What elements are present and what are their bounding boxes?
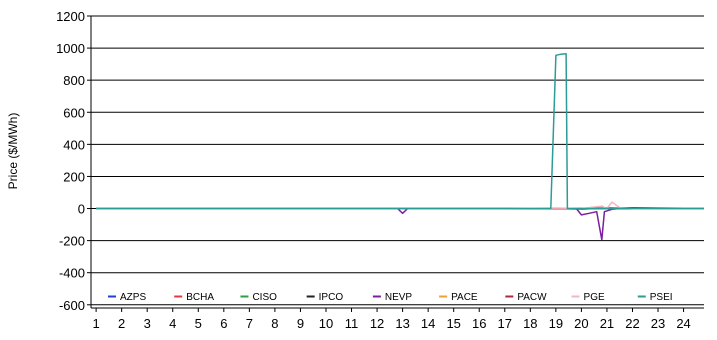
x-tick-label: 7	[246, 316, 253, 331]
gridlines	[91, 15, 704, 306]
x-tick-label: 2	[118, 316, 125, 331]
series-line-psei	[96, 52, 704, 210]
x-tick-label: 21	[600, 316, 614, 331]
x-tick-label: 15	[446, 316, 460, 331]
series-line-nevp	[96, 207, 704, 241]
x-tick-label: 9	[297, 316, 304, 331]
x-tick-label: 5	[195, 316, 202, 331]
x-tick-label: 14	[421, 316, 435, 331]
x-tick-label: 10	[319, 316, 333, 331]
x-tick-label: 4	[169, 316, 176, 331]
legend-label-pge: PGE	[584, 292, 605, 303]
legend-label-bcha: BCHA	[186, 292, 214, 303]
y-tick-label: -400	[59, 266, 85, 281]
x-tick-label: 3	[144, 316, 151, 331]
x-tick-label: 12	[370, 316, 384, 331]
legend-label-ipco: IPCO	[319, 292, 344, 303]
x-tick-label: 18	[523, 316, 537, 331]
legend-label-psei: PSEI	[650, 292, 673, 303]
x-tick-label: 11	[345, 316, 359, 331]
legend-label-nevp: NEVP	[385, 292, 413, 303]
x-tick-label: 13	[395, 316, 409, 331]
x-tick-labels: 1 2 3 4 5 6 7 8 9 10 11 12 13 14 15 16 17 18 19 20 21 22 23 24	[92, 316, 690, 331]
series-lines	[96, 52, 704, 241]
x-tick-label: 6	[220, 316, 227, 331]
legend: AZPS BCHA CISO IPCO NEVP PACE PACW PGE PSEI	[104, 289, 700, 304]
x-tick-label: 22	[625, 316, 639, 331]
y-tick-label: -200	[59, 234, 85, 249]
y-tick-label: -600	[59, 298, 85, 313]
y-axis-title: Price ($/MWh)	[6, 113, 20, 190]
y-tick-label: 1000	[56, 41, 85, 56]
legend-label-pace: PACE	[451, 292, 478, 303]
y-tick-label: 600	[63, 105, 85, 120]
legend-label-ciso: CISO	[252, 292, 277, 303]
y-tick-label: 800	[63, 73, 85, 88]
y-tick-labels: -600 -400 -200 0 200 400 600 800 1000 1200	[56, 9, 85, 313]
legend-label-pacw: PACW	[517, 292, 547, 303]
x-tick-label: 24	[676, 316, 690, 331]
legend-label-azps: AZPS	[120, 292, 146, 303]
x-tick-label: 23	[651, 316, 665, 331]
x-tick-label: 8	[271, 316, 278, 331]
legend-box	[104, 289, 700, 304]
y-tick-label: 1200	[56, 9, 85, 24]
x-tick-label: 19	[549, 316, 563, 331]
x-tick-label: 16	[472, 316, 486, 331]
axes	[87, 15, 704, 312]
x-tick-label: 17	[498, 316, 512, 331]
y-tick-label: 0	[78, 202, 85, 217]
y-tick-label: 200	[63, 169, 85, 184]
y-tick-label: 400	[63, 137, 85, 152]
x-tick-label: 1	[92, 316, 99, 331]
x-tick-label: 20	[574, 316, 588, 331]
